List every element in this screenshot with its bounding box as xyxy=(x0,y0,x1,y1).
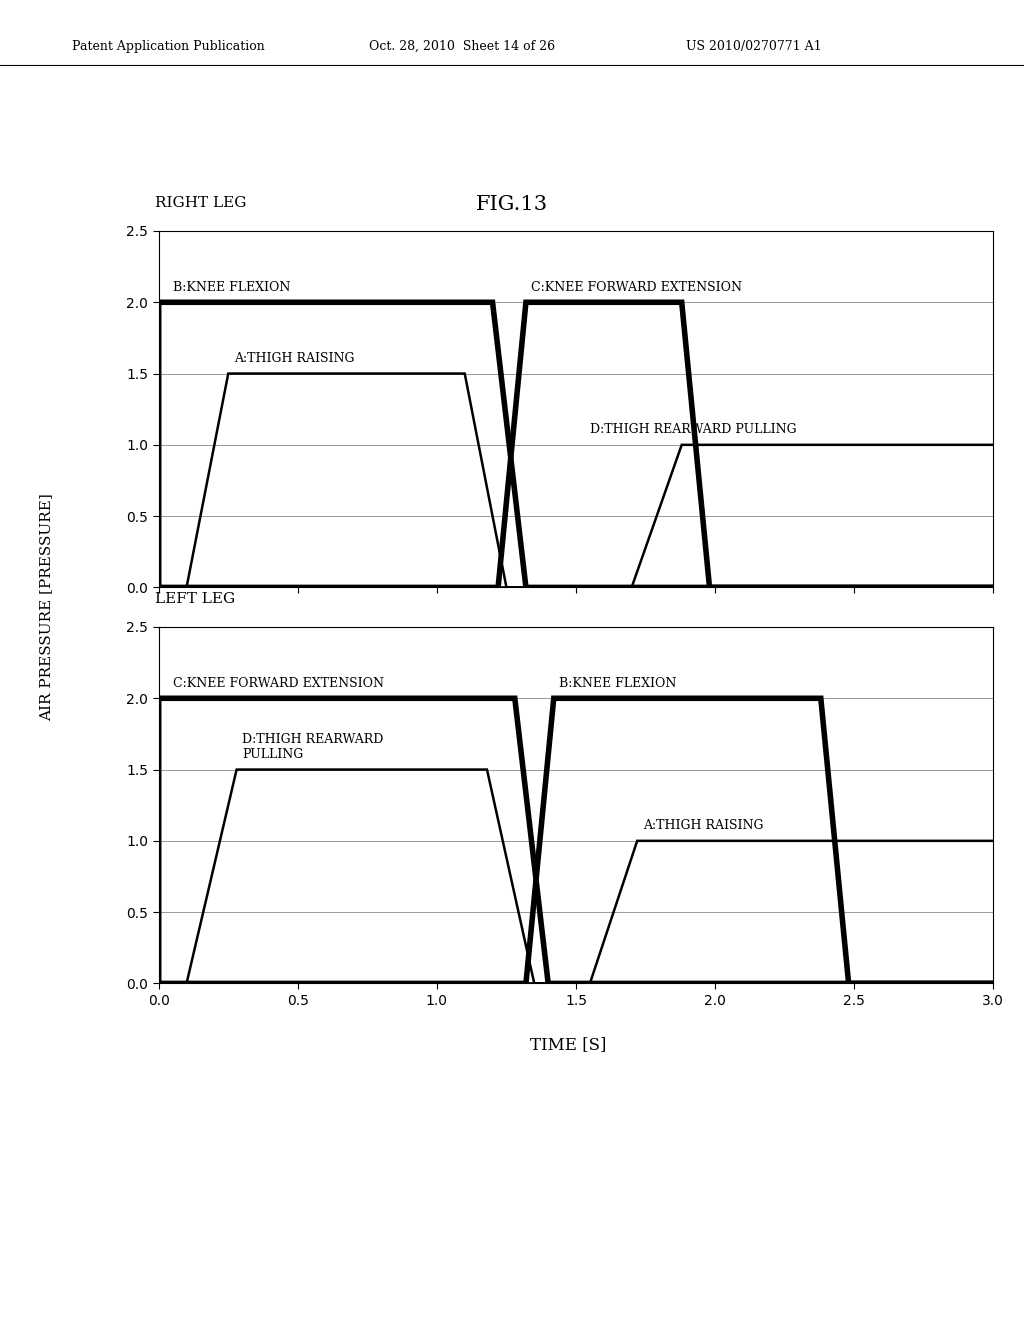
Text: A:THIGH RAISING: A:THIGH RAISING xyxy=(233,352,354,366)
Text: D:THIGH REARWARD
PULLING: D:THIGH REARWARD PULLING xyxy=(242,733,384,762)
Text: Oct. 28, 2010  Sheet 14 of 26: Oct. 28, 2010 Sheet 14 of 26 xyxy=(369,40,555,53)
Text: RIGHT LEG: RIGHT LEG xyxy=(155,195,246,210)
Text: AIR PRESSURE [PRESSURE]: AIR PRESSURE [PRESSURE] xyxy=(39,494,53,721)
Text: A:THIGH RAISING: A:THIGH RAISING xyxy=(643,820,763,833)
Text: LEFT LEG: LEFT LEG xyxy=(155,591,234,606)
Text: D:THIGH REARWARD PULLING: D:THIGH REARWARD PULLING xyxy=(590,424,797,437)
Text: B:KNEE FLEXION: B:KNEE FLEXION xyxy=(559,677,677,690)
Text: C:KNEE FORWARD EXTENSION: C:KNEE FORWARD EXTENSION xyxy=(531,281,742,294)
Text: B:KNEE FLEXION: B:KNEE FLEXION xyxy=(173,281,290,294)
Text: C:KNEE FORWARD EXTENSION: C:KNEE FORWARD EXTENSION xyxy=(173,677,384,690)
Text: FIG.13: FIG.13 xyxy=(476,195,548,214)
Text: US 2010/0270771 A1: US 2010/0270771 A1 xyxy=(686,40,821,53)
Text: Patent Application Publication: Patent Application Publication xyxy=(72,40,264,53)
Text: TIME [S]: TIME [S] xyxy=(530,1036,606,1053)
